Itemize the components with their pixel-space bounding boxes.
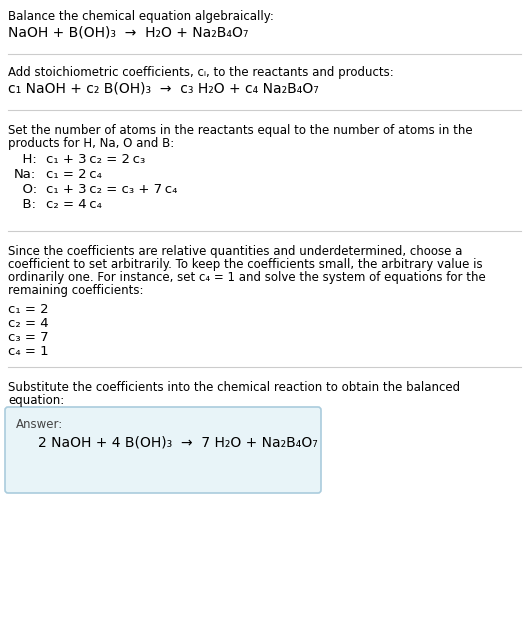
Text: O:: O: bbox=[14, 183, 37, 196]
Text: Na:: Na: bbox=[14, 168, 37, 181]
Text: c₂ = 4: c₂ = 4 bbox=[8, 317, 49, 330]
Text: c₂ = 4 c₄: c₂ = 4 c₄ bbox=[46, 198, 102, 211]
Text: Since the coefficients are relative quantities and underdetermined, choose a: Since the coefficients are relative quan… bbox=[8, 245, 462, 258]
Text: 2 NaOH + 4 B(OH)₃  →  7 H₂O + Na₂B₄O₇: 2 NaOH + 4 B(OH)₃ → 7 H₂O + Na₂B₄O₇ bbox=[38, 436, 318, 450]
Text: products for H, Na, O and B:: products for H, Na, O and B: bbox=[8, 137, 174, 150]
FancyBboxPatch shape bbox=[5, 407, 321, 493]
Text: c₁ + 3 c₂ = 2 c₃: c₁ + 3 c₂ = 2 c₃ bbox=[46, 153, 145, 166]
Text: ordinarily one. For instance, set c₄ = 1 and solve the system of equations for t: ordinarily one. For instance, set c₄ = 1… bbox=[8, 271, 486, 284]
Text: Answer:: Answer: bbox=[16, 418, 63, 431]
Text: c₁ + 3 c₂ = c₃ + 7 c₄: c₁ + 3 c₂ = c₃ + 7 c₄ bbox=[46, 183, 177, 196]
Text: NaOH + B(OH)₃  →  H₂O + Na₂B₄O₇: NaOH + B(OH)₃ → H₂O + Na₂B₄O₇ bbox=[8, 26, 249, 40]
Text: Substitute the coefficients into the chemical reaction to obtain the balanced: Substitute the coefficients into the che… bbox=[8, 381, 460, 394]
Text: B:: B: bbox=[14, 198, 36, 211]
Text: c₃ = 7: c₃ = 7 bbox=[8, 331, 49, 344]
Text: H:: H: bbox=[14, 153, 37, 166]
Text: Add stoichiometric coefficients, cᵢ, to the reactants and products:: Add stoichiometric coefficients, cᵢ, to … bbox=[8, 66, 394, 79]
Text: c₄ = 1: c₄ = 1 bbox=[8, 345, 49, 358]
Text: Set the number of atoms in the reactants equal to the number of atoms in the: Set the number of atoms in the reactants… bbox=[8, 124, 472, 137]
Text: equation:: equation: bbox=[8, 394, 64, 407]
Text: c₁ NaOH + c₂ B(OH)₃  →  c₃ H₂O + c₄ Na₂B₄O₇: c₁ NaOH + c₂ B(OH)₃ → c₃ H₂O + c₄ Na₂B₄O… bbox=[8, 82, 319, 96]
Text: c₁ = 2: c₁ = 2 bbox=[8, 303, 49, 316]
Text: coefficient to set arbitrarily. To keep the coefficients small, the arbitrary va: coefficient to set arbitrarily. To keep … bbox=[8, 258, 482, 271]
Text: remaining coefficients:: remaining coefficients: bbox=[8, 284, 143, 297]
Text: Balance the chemical equation algebraically:: Balance the chemical equation algebraica… bbox=[8, 10, 274, 23]
Text: c₁ = 2 c₄: c₁ = 2 c₄ bbox=[46, 168, 102, 181]
